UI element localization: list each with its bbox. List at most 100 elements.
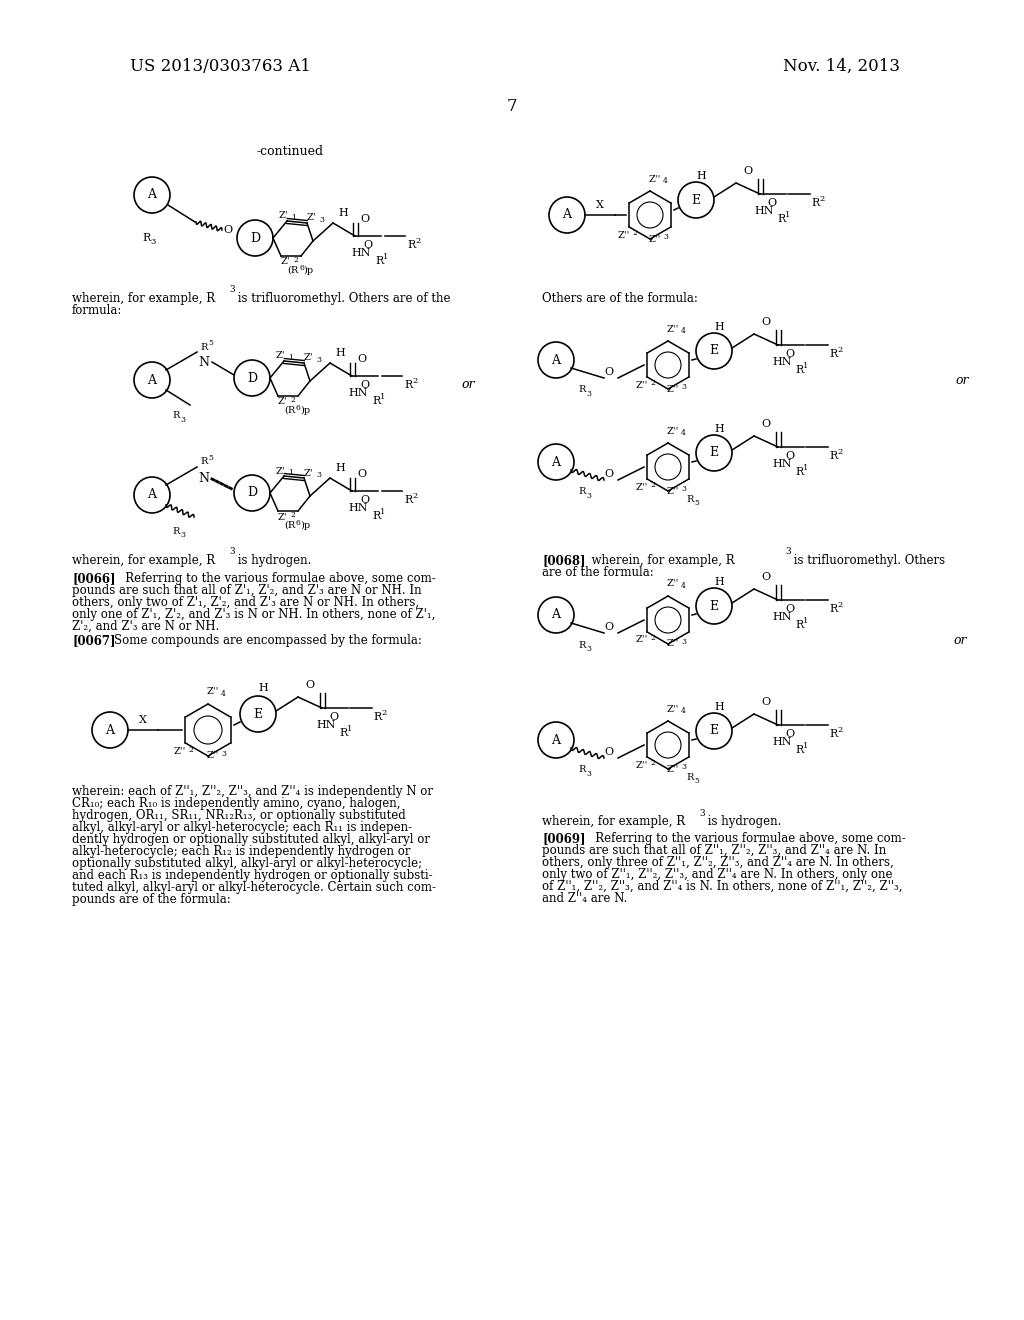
Text: 5: 5 bbox=[208, 454, 213, 462]
Text: O: O bbox=[360, 214, 370, 224]
Text: 1: 1 bbox=[380, 508, 385, 516]
Text: US 2013/0303763 A1: US 2013/0303763 A1 bbox=[130, 58, 311, 75]
Text: 6: 6 bbox=[296, 519, 301, 527]
Text: Z': Z' bbox=[303, 354, 312, 363]
Text: alkyl, alkyl-aryl or alkyl-heterocycle; each R₁₁ is indepen-: alkyl, alkyl-aryl or alkyl-heterocycle; … bbox=[72, 821, 412, 834]
Text: 2: 2 bbox=[837, 726, 843, 734]
Text: Nov. 14, 2013: Nov. 14, 2013 bbox=[783, 58, 900, 75]
Text: 6: 6 bbox=[296, 404, 301, 412]
Text: Z': Z' bbox=[281, 257, 290, 267]
Text: Z'': Z'' bbox=[667, 487, 679, 495]
Text: R: R bbox=[578, 487, 586, 496]
Text: -continued: -continued bbox=[256, 145, 324, 158]
Text: O: O bbox=[604, 622, 613, 632]
Text: Z': Z' bbox=[278, 512, 287, 521]
Text: Z'': Z'' bbox=[667, 426, 679, 436]
Text: Z'': Z'' bbox=[667, 764, 679, 774]
Text: [0067]: [0067] bbox=[72, 634, 116, 647]
Text: 2: 2 bbox=[837, 601, 843, 609]
Text: 1: 1 bbox=[288, 469, 293, 477]
Text: 4: 4 bbox=[681, 708, 686, 715]
Text: D: D bbox=[247, 487, 257, 499]
Text: R: R bbox=[404, 495, 413, 506]
Text: and each R₁₃ is independently hydrogen or optionally substi-: and each R₁₃ is independently hydrogen o… bbox=[72, 869, 432, 882]
Text: H: H bbox=[696, 172, 706, 181]
Text: R: R bbox=[372, 511, 380, 521]
Text: H: H bbox=[714, 577, 724, 587]
Text: 5: 5 bbox=[694, 777, 698, 785]
Text: O: O bbox=[360, 380, 370, 389]
Text: 2: 2 bbox=[293, 256, 298, 264]
Text: pounds are such that all of Z''₁, Z''₂, Z''₃, and Z''₄ are N. In: pounds are such that all of Z''₁, Z''₂, … bbox=[542, 843, 886, 857]
Text: 2: 2 bbox=[632, 228, 637, 238]
Text: 1: 1 bbox=[347, 725, 352, 733]
Text: is trifluoromethyl. Others: is trifluoromethyl. Others bbox=[790, 554, 945, 568]
Text: 2: 2 bbox=[819, 195, 824, 203]
Text: O: O bbox=[743, 166, 753, 176]
Text: 1: 1 bbox=[383, 253, 388, 261]
Text: 4: 4 bbox=[681, 582, 686, 590]
Text: O: O bbox=[785, 605, 795, 614]
Text: wherein, for example, R: wherein, for example, R bbox=[72, 554, 215, 568]
Text: R: R bbox=[795, 620, 803, 630]
Text: pounds are such that all of Z'₁, Z'₂, and Z'₃ are N or NH. In: pounds are such that all of Z'₁, Z'₂, an… bbox=[72, 583, 422, 597]
Text: O: O bbox=[785, 451, 795, 461]
Text: O: O bbox=[762, 572, 771, 582]
Text: 2: 2 bbox=[415, 238, 420, 246]
Text: Referring to the various formulae above, some com-: Referring to the various formulae above,… bbox=[584, 832, 906, 845]
Text: Some compounds are encompassed by the formula:: Some compounds are encompassed by the fo… bbox=[114, 634, 422, 647]
Text: Z': Z' bbox=[275, 351, 285, 360]
Text: or: or bbox=[461, 379, 475, 392]
Text: R: R bbox=[578, 385, 586, 395]
Text: 3: 3 bbox=[681, 484, 686, 492]
Text: Z'': Z'' bbox=[636, 635, 648, 644]
Text: Z': Z' bbox=[306, 214, 315, 223]
Text: O: O bbox=[604, 367, 613, 378]
Text: R: R bbox=[339, 729, 347, 738]
Text: [0068]: [0068] bbox=[542, 554, 586, 568]
Text: 2: 2 bbox=[650, 634, 655, 642]
Text: H: H bbox=[714, 424, 724, 434]
Text: 3: 3 bbox=[316, 471, 321, 479]
Text: is hydrogen.: is hydrogen. bbox=[234, 554, 311, 568]
Text: others, only three of Z''₁, Z''₂, Z''₃, and Z''₄ are N. In others,: others, only three of Z''₁, Z''₂, Z''₃, … bbox=[542, 855, 894, 869]
Text: R: R bbox=[829, 451, 838, 461]
Text: Z'': Z'' bbox=[617, 231, 630, 239]
Text: wherein, for example, R: wherein, for example, R bbox=[72, 292, 215, 305]
Text: 4: 4 bbox=[681, 327, 686, 335]
Text: or: or bbox=[953, 634, 967, 647]
Text: 1: 1 bbox=[291, 214, 296, 222]
Text: 2: 2 bbox=[412, 492, 417, 500]
Text: R: R bbox=[200, 458, 208, 466]
Text: and Z''₄ are N.: and Z''₄ are N. bbox=[542, 892, 628, 906]
Text: 1: 1 bbox=[803, 362, 808, 370]
Text: (R: (R bbox=[284, 405, 295, 414]
Text: HN: HN bbox=[348, 388, 368, 399]
Text: Z': Z' bbox=[278, 397, 287, 407]
Text: O: O bbox=[364, 240, 373, 249]
Text: 2: 2 bbox=[837, 346, 843, 354]
Text: 2: 2 bbox=[650, 379, 655, 387]
Text: )p: )p bbox=[303, 265, 313, 275]
Text: H: H bbox=[335, 463, 345, 473]
Text: Others are of the formula:: Others are of the formula: bbox=[542, 292, 698, 305]
Text: formula:: formula: bbox=[72, 304, 123, 317]
Text: N: N bbox=[199, 473, 210, 486]
Text: 6: 6 bbox=[299, 264, 304, 272]
Text: A: A bbox=[147, 488, 157, 502]
Text: only two of Z''₁, Z''₂, Z''₃, and Z''₄ are N. In others, only one: only two of Z''₁, Z''₂, Z''₃, and Z''₄ a… bbox=[542, 869, 893, 880]
Text: H: H bbox=[714, 702, 724, 711]
Text: 3: 3 bbox=[586, 389, 591, 399]
Text: Z': Z' bbox=[275, 466, 285, 475]
Text: R: R bbox=[375, 256, 383, 267]
Text: 3: 3 bbox=[180, 416, 185, 424]
Text: Z'': Z'' bbox=[667, 384, 679, 393]
Text: [0066]: [0066] bbox=[72, 572, 116, 585]
Text: R: R bbox=[404, 380, 413, 389]
Text: 1: 1 bbox=[380, 393, 385, 401]
Text: X: X bbox=[596, 201, 604, 210]
Text: 1: 1 bbox=[803, 616, 808, 624]
Text: R: R bbox=[172, 527, 179, 536]
Text: O: O bbox=[360, 495, 370, 506]
Text: 2: 2 bbox=[188, 746, 193, 754]
